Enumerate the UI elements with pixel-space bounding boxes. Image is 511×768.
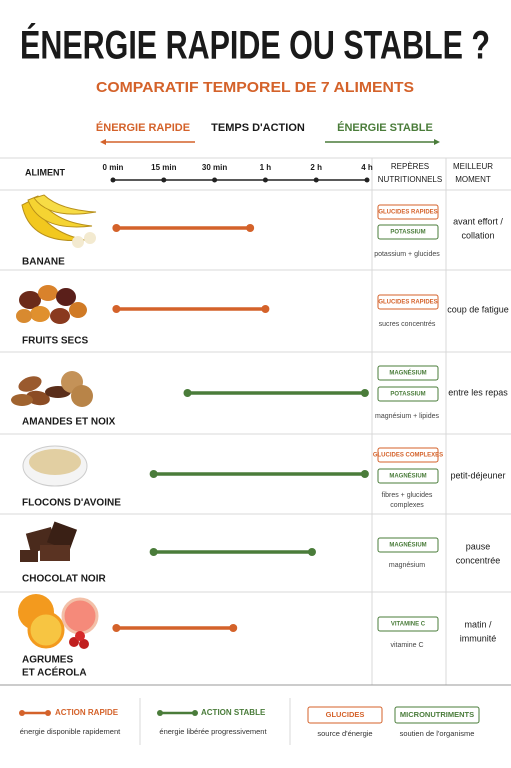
nutrition-note: magnésium (389, 562, 425, 569)
legend-dot (19, 710, 25, 716)
x-tick-label: 0 min (103, 163, 124, 172)
tag-label: POTASSIUM (390, 230, 425, 236)
best-moment: pause (466, 541, 491, 551)
column-header: NUTRITIONNELS (378, 175, 442, 184)
arrow-head (100, 139, 106, 145)
x-tick-label: 30 min (202, 163, 227, 172)
bar-start (149, 548, 158, 556)
nuts-image (11, 371, 93, 407)
tick-mark (212, 177, 218, 183)
column-header: REPÈRES (391, 162, 429, 171)
tick-mark (313, 177, 319, 183)
food-name: ET ACÉROLA (22, 666, 87, 679)
legend-stable: ÉNERGIE STABLE (337, 121, 433, 134)
best-moment: entre les repas (448, 387, 508, 397)
arrow-head (434, 139, 440, 145)
bar-start (183, 389, 192, 397)
tag-box (377, 365, 439, 381)
best-moment: collation (461, 230, 494, 240)
tick-mark (262, 177, 268, 183)
nutrition-note: vitamine C (390, 642, 423, 649)
legend-dot (192, 710, 198, 716)
bar-start (149, 470, 158, 478)
tick-mark (364, 177, 370, 183)
food-name: AMANDES ET NOIX (22, 417, 116, 428)
column-header: MEILLEUR (453, 162, 493, 171)
best-moment: coup de fatigue (447, 304, 509, 314)
legend-desc: énergie libérée progressivement (159, 727, 267, 736)
food-name: CHOCOLAT NOIR (22, 574, 106, 585)
tag-label: POTASSIUM (390, 392, 425, 398)
x-tick-label: 15 min (151, 163, 176, 172)
tag-label: MAGNÉSIUM (389, 541, 426, 549)
legend-tag-label: MICRONUTRIMENTS (400, 710, 474, 719)
tag-label: GLUCIDES RAPIDES (378, 210, 437, 216)
bar-start (112, 224, 121, 232)
nutrition-note: potassium + glucides (374, 251, 440, 258)
legend-tag-label: GLUCIDES (326, 710, 365, 719)
legend-label: ACTION STABLE (201, 708, 266, 717)
legend-desc: soutien de l'organisme (400, 729, 475, 738)
food-name: AGRUMES (22, 655, 73, 666)
food-name: BANANE (22, 257, 65, 268)
x-tick-label: 2 h (310, 163, 322, 172)
tag-box (377, 204, 439, 220)
tag-box (377, 468, 439, 484)
best-moment: matin / (464, 619, 492, 629)
legend-dot (157, 710, 163, 716)
bar-start (112, 624, 121, 632)
column-header: ALIMENT (25, 167, 65, 177)
x-tick-label: 4 h (361, 163, 373, 172)
legend-dot (45, 710, 51, 716)
nutrition-note: sucres concentrés (379, 321, 436, 328)
column-header: MOMENT (455, 175, 491, 184)
tag-label: MAGNÉSIUM (389, 472, 426, 480)
best-moment: avant effort / (453, 216, 503, 226)
legend-desc: source d'énergie (317, 729, 372, 738)
tag-box (377, 386, 439, 402)
tag-box (377, 537, 439, 553)
x-tick-label: 1 h (260, 163, 272, 172)
legend-tag (307, 706, 383, 724)
tag-label: GLUCIDES RAPIDES (378, 300, 437, 306)
tag-box (377, 447, 439, 463)
bar-start (112, 305, 121, 313)
food-name: FLOCONS D'AVOINE (22, 498, 121, 509)
legend-tag (394, 706, 480, 724)
chocolate-image (20, 521, 78, 562)
legend-desc: énergie disponible rapidement (20, 727, 121, 736)
dried-fruit-image (16, 285, 87, 324)
title: ÉNERGIE RAPIDE OU STABLE ? (20, 23, 490, 68)
citrus-image (18, 594, 99, 649)
tick-mark (161, 177, 167, 183)
tag-box (377, 294, 439, 310)
tag-label: GLUCIDES COMPLEXES (373, 453, 443, 459)
bar-end (229, 624, 238, 632)
bar-end (307, 548, 316, 556)
legend-fast: ÉNERGIE RAPIDE (96, 121, 190, 134)
best-moment: concentrée (456, 555, 501, 565)
tag-box (377, 616, 439, 632)
banana-image (21, 194, 97, 248)
subtitle: COMPARATIF TEMPOREL DE 7 ALIMENTS (96, 79, 414, 96)
oats-image (22, 445, 88, 487)
nutrition-note: magnésium + lipides (375, 413, 440, 420)
best-moment: immunité (460, 633, 497, 643)
tag-box (377, 224, 439, 240)
best-moment: petit-déjeuner (450, 470, 505, 480)
bar-end (360, 470, 369, 478)
legend-center: TEMPS D'ACTION (211, 122, 305, 134)
bar-end (360, 389, 369, 397)
tag-label: VITAMINE C (391, 622, 426, 628)
tick-mark (110, 177, 116, 183)
nutrition-note: complexes (390, 502, 424, 509)
food-name: FRUITS SECS (22, 336, 88, 347)
legend-label: ACTION RAPIDE (55, 708, 119, 717)
food-illustrations (11, 194, 99, 649)
bar-end (246, 224, 255, 232)
tag-label: MAGNÉSIUM (389, 369, 426, 377)
nutrition-note: fibres + glucides (382, 492, 433, 499)
bar-end (261, 305, 270, 313)
